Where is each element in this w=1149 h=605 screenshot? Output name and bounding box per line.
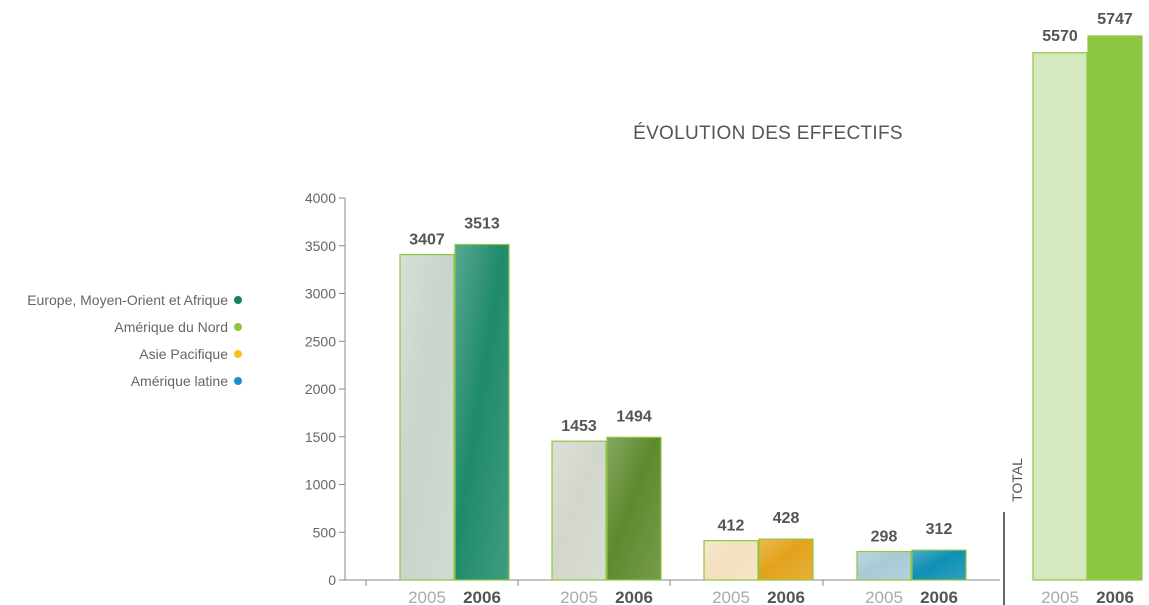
y-tick-label: 0 [328,572,336,588]
bar-value-label: 3407 [409,232,445,249]
year-label: 2006 [615,588,653,605]
bar-value-label: 1494 [616,408,652,425]
y-tick-label: 2500 [305,333,336,349]
y-tick-label: 3500 [305,238,336,254]
legend-label: Amérique latine [131,373,228,389]
bar [606,436,662,581]
y-tick-label: 3000 [305,286,336,302]
bar-value-label: 1453 [561,418,597,435]
bar [758,538,814,581]
bar-value-label: 3513 [464,216,500,233]
total-label: TOTAL [1009,458,1025,502]
total-block: TOTAL 5570 2005 5747 2006 [1003,11,1143,605]
total-value-label: 5747 [1097,11,1133,28]
y-axis: 0 500 1000 1500 2000 2500 3000 3500 4000 [305,190,1000,588]
bar [856,550,912,581]
year-label: 2005 [560,588,598,605]
chart-title: ÉVOLUTION DES EFFECTIFS [633,123,903,144]
y-tick-label: 1000 [305,477,336,493]
legend-dot [234,296,242,304]
year-label: 2005 [408,588,446,605]
bar-value-label: 412 [718,518,745,535]
bar-value-label: 298 [871,529,898,546]
legend: Europe, Moyen-Orient et Afrique Amérique … [27,292,242,389]
bars: 3407 2005 3513 2006 1453 2005 1494 2006 412 2005 4… [365,216,967,605]
legend-label: Europe, Moyen-Orient et Afrique [27,292,228,308]
bar [911,549,967,581]
year-label: 2006 [1096,588,1134,605]
bar [551,440,607,581]
legend-label: Asie Pacifique [139,346,228,362]
legend-dot [234,350,242,358]
y-tick-label: 4000 [305,190,336,206]
year-label: 2005 [865,588,903,605]
total-bar [1032,52,1088,581]
total-bar [1087,35,1143,581]
bar [399,254,455,581]
bar [703,540,759,581]
year-label: 2006 [463,588,501,605]
year-label: 2005 [1041,588,1079,605]
legend-label: Amérique du Nord [114,319,228,335]
y-tick-label: 1500 [305,429,336,445]
total-value-label: 5570 [1042,28,1078,45]
year-label: 2006 [767,588,805,605]
bar-value-label: 428 [773,510,800,527]
bar-value-label: 312 [926,521,953,538]
y-tick-label: 500 [313,524,337,540]
legend-dot [234,323,242,331]
bar [454,243,510,581]
y-tick-label: 2000 [305,381,336,397]
year-label: 2006 [920,588,958,605]
legend-dot [234,377,242,385]
year-label: 2005 [712,588,750,605]
